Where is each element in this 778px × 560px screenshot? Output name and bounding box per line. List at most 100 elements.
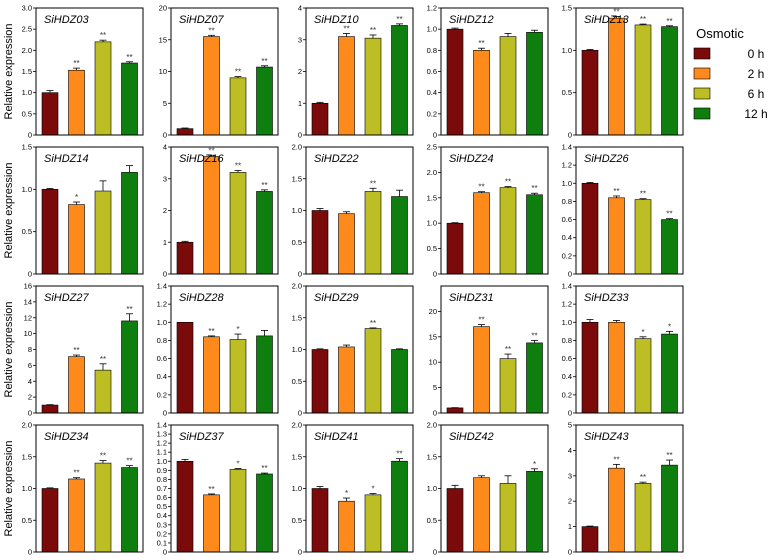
legend-swatch (693, 87, 711, 100)
y-tick-label: 0 (163, 409, 167, 418)
panel-title: SiHDZ22 (314, 153, 359, 165)
panel-title: SiHDZ16 (179, 153, 225, 165)
legend-title: Osmotic (696, 26, 744, 41)
y-tick-label: 0.6 (562, 215, 572, 224)
y-tick-label: 1.3 (157, 430, 167, 439)
significance-label: ** (505, 345, 511, 354)
significance-label: ** (261, 464, 267, 473)
significance-label: ** (613, 187, 619, 196)
bar (364, 37, 382, 136)
y-tick-label: 0.4 (562, 233, 572, 242)
y-tick-label: 12 (24, 313, 32, 322)
significance-label: ** (640, 190, 646, 199)
bar (634, 338, 652, 414)
y-tick-label: 0 (568, 131, 572, 140)
y-tick-label: 0.4 (157, 511, 167, 520)
y-tick-label: 0.5 (562, 88, 572, 97)
significance-label: ** (666, 451, 672, 460)
y-tick-label: 1.0 (562, 179, 572, 188)
bar (311, 102, 329, 136)
y-axis-label: Relative expression (3, 24, 15, 120)
y-tick-label: 0.4 (427, 88, 437, 97)
significance-label: ** (126, 457, 132, 466)
significance-label: ** (531, 331, 537, 340)
plot-frame (440, 285, 549, 414)
significance-label: ** (208, 26, 214, 35)
significance-label: ** (370, 319, 376, 328)
y-tick-label: 15 (429, 332, 437, 341)
legend-entry-label: 2 h (748, 67, 765, 81)
significance-label: ** (343, 24, 349, 33)
significance-label: ** (505, 178, 511, 187)
legend-entry-label: 0 h (748, 47, 765, 61)
bar (473, 192, 490, 275)
y-tick-label: 1.0 (292, 206, 302, 215)
bar (526, 32, 543, 136)
bar (41, 488, 59, 553)
y-tick-label: 0 (298, 270, 302, 279)
panel-title: SiHDZ33 (584, 292, 630, 304)
plot-frame (575, 7, 684, 136)
panel-title: SiHDZ14 (44, 153, 89, 165)
bar (176, 128, 194, 136)
y-tick-label: 3.0 (22, 4, 32, 13)
y-tick-label: 0.6 (427, 67, 437, 76)
y-tick-label: 1.0 (562, 318, 572, 327)
significance-label: ** (235, 68, 241, 77)
y-tick-label: 3 (163, 174, 167, 183)
bar (608, 17, 625, 136)
y-axis-labels: Relative expression Relative expression Re… (3, 24, 15, 537)
y-tick-label: 16 (24, 282, 32, 291)
y-tick-label: 0.3 (157, 520, 167, 529)
chart-panel: ** ** ** 0 0.5 1.0 1.5 2.0 SiHDZ34 (22, 421, 144, 557)
significance-label: ** (613, 7, 619, 16)
chart-panel: * 0 0.5 1.0 1.5 SiHDZ14 (22, 143, 144, 279)
legend-entry-label: 6 h (748, 87, 765, 101)
y-tick-label: 2.0 (292, 143, 302, 152)
y-tick-label: 0 (433, 270, 437, 279)
plot-frame (575, 146, 684, 275)
significance-label: ** (73, 346, 79, 355)
bar (499, 483, 517, 553)
y-tick-label: 1.5 (292, 313, 302, 322)
panel-title: SiHDZ03 (44, 14, 90, 26)
bar (499, 187, 517, 275)
y-tick-label: 8 (28, 345, 32, 354)
bar (338, 346, 355, 414)
bar (94, 462, 112, 553)
chart-panel: ** ** ** 0 0.5 1.0 1.5 SiHDZ13 (562, 4, 684, 140)
y-tick-label: 0.9 (157, 466, 167, 475)
y-tick-label: 0 (298, 409, 302, 418)
y-tick-label: 1.4 (157, 421, 167, 430)
y-tick-label: 0.6 (562, 354, 572, 363)
bar (311, 210, 329, 275)
bar (176, 321, 194, 414)
panel-title: SiHDZ24 (449, 153, 494, 165)
y-tick-label: 0.5 (292, 238, 302, 247)
bar (446, 28, 464, 136)
significance-label: ** (613, 455, 619, 464)
y-tick-label: 0.6 (157, 493, 167, 502)
y-tick-label: 0.8 (157, 336, 167, 345)
significance-label: ** (235, 161, 241, 170)
chart-panel: ** 0 0.5 1.0 1.5 2.0 SiHDZ22 (292, 143, 414, 279)
y-tick-label: 0.5 (292, 516, 302, 525)
bar (338, 36, 355, 136)
bar (203, 156, 220, 275)
bar (446, 222, 464, 275)
significance-label: ** (126, 53, 132, 62)
bar (661, 464, 678, 553)
y-tick-label: 1.0 (562, 46, 572, 55)
panel-title: SiHDZ31 (449, 292, 494, 304)
significance-label: ** (531, 184, 537, 193)
bar (338, 500, 355, 553)
significance-label: ** (370, 179, 376, 188)
significance-label: ** (370, 26, 376, 35)
bar (391, 349, 408, 414)
bar (256, 66, 273, 136)
bar (391, 196, 408, 275)
plot-frame (575, 285, 684, 414)
bar (526, 471, 543, 553)
bar (581, 321, 599, 414)
